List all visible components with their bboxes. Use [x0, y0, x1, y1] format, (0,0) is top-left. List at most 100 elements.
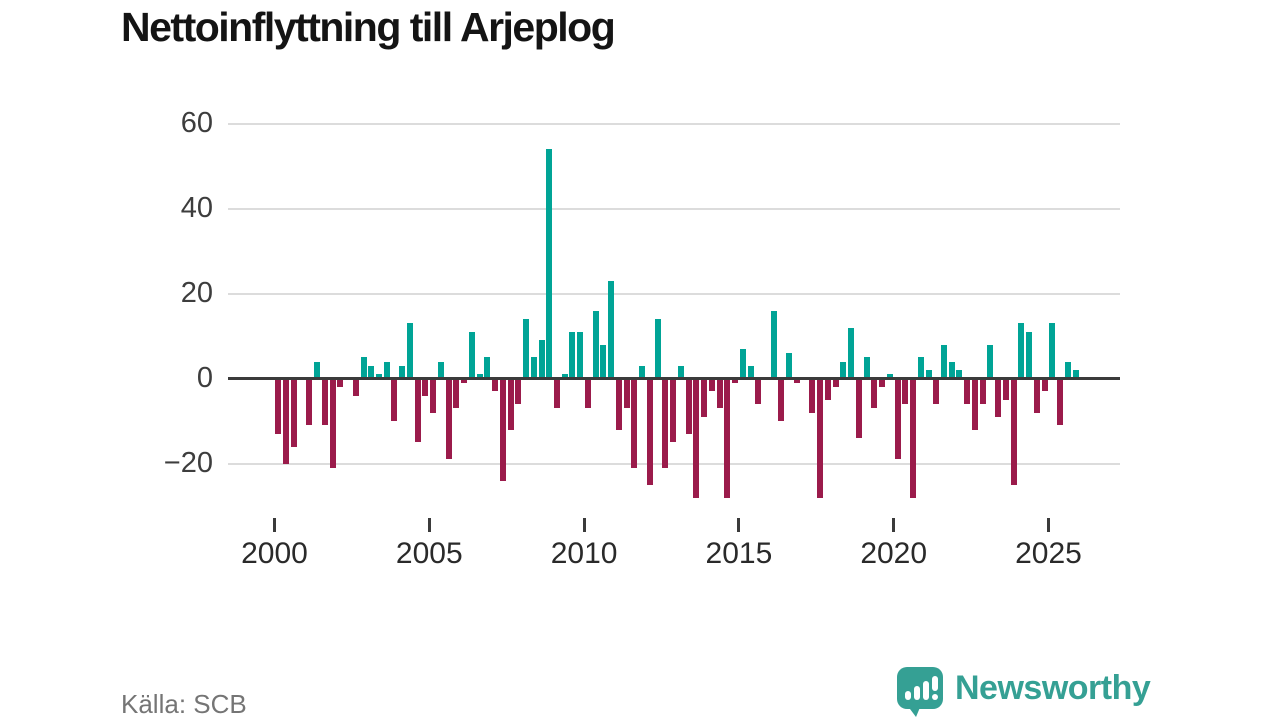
y-axis-tick-label: 20 [180, 276, 213, 309]
bar [755, 378, 762, 404]
bar [507, 378, 514, 430]
y-axis-tick-label: 60 [180, 106, 213, 139]
bar [987, 344, 994, 379]
bar [677, 365, 684, 379]
bar [1049, 323, 1056, 379]
bar [863, 357, 870, 379]
bar [375, 374, 382, 379]
bar [894, 378, 901, 460]
bar [670, 378, 677, 443]
speech-bubble-chart-icon [897, 667, 943, 717]
bar [693, 378, 700, 498]
y-axis-tick-label: 40 [180, 191, 213, 224]
x-axis-tick [582, 518, 586, 532]
bar [437, 361, 444, 379]
bar [290, 378, 297, 447]
newsworthy-logo: Newsworthy [897, 664, 1167, 720]
chart-title: Nettoinflyttning till Arjeplog [121, 4, 616, 50]
bar [917, 357, 924, 379]
bar [747, 365, 754, 379]
bar [1010, 378, 1017, 485]
x-axis-tick-label: 2025 [1015, 537, 1082, 570]
bar [910, 378, 917, 498]
bar [275, 378, 282, 434]
bar [314, 361, 321, 379]
source-note: Källa: SCB [121, 689, 247, 719]
x-axis-tick [892, 518, 896, 532]
bar [383, 361, 390, 379]
bar [484, 357, 491, 379]
bar [523, 319, 530, 379]
bar [445, 378, 452, 460]
bar [399, 365, 406, 379]
bar [1072, 370, 1079, 379]
bar [414, 378, 421, 443]
x-axis-tick-label: 2020 [860, 537, 928, 570]
bar [708, 378, 715, 392]
bar [360, 357, 367, 379]
x-axis-tick [737, 518, 741, 532]
bar [453, 378, 460, 409]
bar [329, 378, 336, 468]
bar [461, 378, 468, 383]
bar [716, 378, 723, 409]
y-axis-tick-label: −20 [163, 446, 213, 479]
bar [770, 310, 777, 379]
bar [840, 361, 847, 379]
bar [817, 378, 824, 498]
bar [778, 378, 785, 421]
bar [468, 331, 475, 379]
bar [948, 361, 955, 379]
bar [515, 378, 522, 404]
x-axis-tick [273, 518, 276, 532]
bar [654, 319, 661, 379]
x-axis-tick-label: 2010 [550, 537, 618, 570]
x-axis-tick-label: 2000 [241, 537, 308, 570]
gridline [228, 122, 1120, 125]
bar [941, 344, 947, 379]
bar [631, 378, 638, 468]
bar [584, 378, 591, 409]
y-axis-tick-label: 0 [196, 361, 213, 394]
bar [824, 378, 831, 400]
gridline [228, 207, 1120, 210]
bar [422, 378, 429, 396]
bar [855, 378, 862, 438]
bar [352, 378, 359, 396]
bar [809, 378, 816, 413]
bar [546, 149, 553, 379]
bar [971, 378, 978, 430]
bar [902, 378, 909, 404]
bar [739, 348, 746, 379]
bar [368, 365, 375, 379]
bar [964, 378, 971, 404]
x-axis-tick [427, 518, 431, 532]
bar [879, 378, 886, 387]
bar [832, 378, 839, 387]
bar [685, 378, 692, 434]
bar [639, 365, 646, 379]
bar [538, 340, 545, 379]
bar [979, 378, 986, 404]
zero-axis-line [228, 377, 1120, 380]
bar [1018, 323, 1025, 379]
bar [406, 323, 413, 379]
bar [871, 378, 878, 409]
x-axis-tick-label: 2005 [395, 537, 463, 570]
bar [561, 374, 568, 379]
bar [492, 378, 499, 392]
bar [530, 357, 537, 379]
bar [793, 378, 800, 383]
bar [337, 378, 344, 387]
bar [786, 353, 793, 379]
bar [995, 378, 1002, 417]
bar [608, 280, 615, 379]
bar [554, 378, 560, 409]
bar [321, 378, 328, 426]
bar [430, 378, 437, 413]
bar [1041, 378, 1048, 392]
bar [848, 327, 855, 379]
bar [886, 374, 893, 379]
bar [724, 378, 731, 498]
